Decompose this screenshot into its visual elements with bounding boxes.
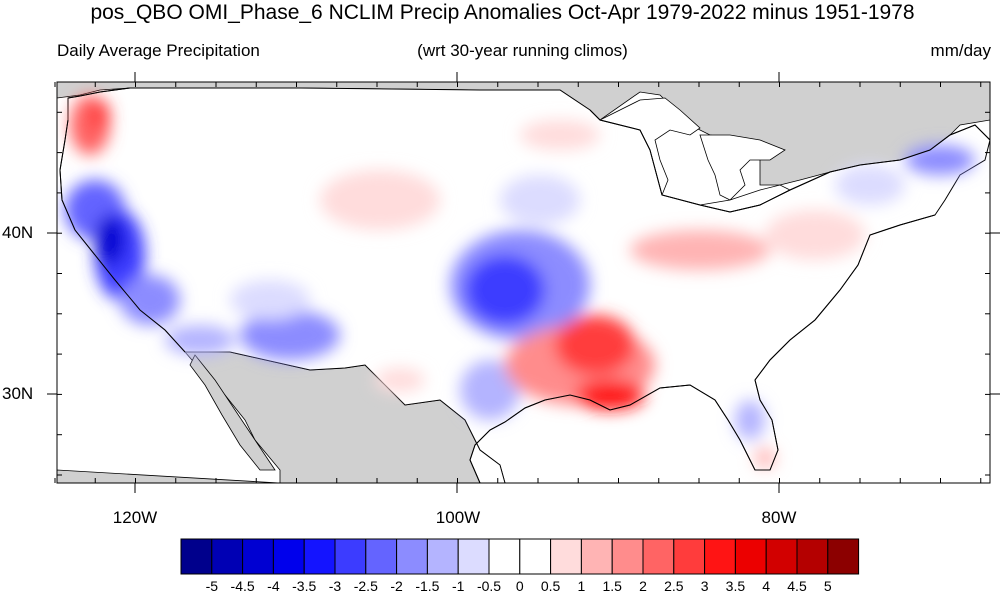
colorbar-tick-label: -2.5: [353, 578, 378, 594]
left-subtitle: Daily Average Precipitation: [57, 41, 260, 60]
colorbar-swatch: [334, 538, 367, 575]
colorbar-tick-label: 2: [639, 578, 647, 594]
lon-label-80w: 80W: [761, 508, 797, 527]
colorbar-tick-label: 3.5: [725, 578, 746, 594]
colorbar-tick-label: -1: [451, 578, 465, 594]
baja-california: [189, 354, 276, 471]
colorbar-swatch: [734, 538, 767, 575]
anomaly-field: [65, 95, 975, 468]
lat-label-30n: 30N: [2, 384, 34, 403]
colorbar-swatch: [180, 538, 213, 575]
coastline-outline: [59, 87, 990, 483]
colorbar-swatch: [765, 538, 798, 575]
center-subtitle: (wrt 30-year running climos): [417, 41, 628, 60]
colorbar-swatch: [519, 538, 552, 575]
colorbar-swatch: [827, 538, 860, 575]
colorbar-swatch: [365, 538, 398, 575]
colorbar-tick-label: -4.5: [230, 578, 255, 594]
lon-label-120w: 120W: [112, 508, 158, 527]
colorbar-tick-label: 5: [823, 578, 832, 594]
lat-label-40n: 40N: [2, 223, 34, 242]
colorbar-swatch: [272, 538, 305, 575]
colorbar-swatch: [704, 538, 736, 575]
units-label: mm/day: [930, 41, 991, 60]
colorbar-swatch: [580, 538, 613, 575]
plot-title: pos_QBO OMI_Phase_6 NCLIM Precip Anomali…: [90, 1, 915, 24]
colorbar-tick-label: -5: [205, 578, 219, 594]
colorbar-tick-label: -3: [328, 578, 342, 594]
colorbar-swatch: [673, 538, 706, 575]
lon-label-100w: 100W: [435, 508, 481, 527]
axis-ticks: [47, 72, 1000, 493]
colorbar-tick-label: -4: [267, 578, 280, 594]
colorbar-tick-label: 1.5: [602, 578, 622, 594]
colorbar-swatch: [303, 538, 336, 575]
colorbar-tick-label: -3.5: [292, 578, 317, 594]
colorbar-tick-label: -2: [390, 578, 403, 594]
colorbar-swatch: [396, 538, 428, 575]
colorbar-swatch: [426, 538, 459, 575]
colorbar-swatch: [211, 538, 244, 575]
colorbar-swatch: [611, 538, 644, 575]
colorbar-tick-label: 2.5: [664, 578, 684, 594]
colorbar-tick-label: -1.5: [415, 578, 440, 594]
colorbar-swatch: [796, 538, 829, 575]
colorbar-swatch: [642, 538, 675, 575]
colorbar-tick-label: -0.5: [476, 578, 502, 594]
colorbar-tick-label: 0.5: [540, 578, 561, 594]
colorbar-swatch: [457, 538, 490, 575]
colorbar-tick-label: 3: [700, 578, 709, 594]
map-frame: [56, 81, 991, 484]
colorbar-swatch: [488, 538, 521, 575]
colorbar-swatch: [550, 538, 582, 575]
colorbar-tick-label: 4: [762, 578, 771, 594]
colorbar-tick-label: 4.5: [787, 578, 807, 594]
colorbar-tick-label: 0: [515, 578, 524, 594]
colorbar-tick-label: 1: [577, 578, 586, 594]
colorbar-swatch: [242, 538, 274, 575]
